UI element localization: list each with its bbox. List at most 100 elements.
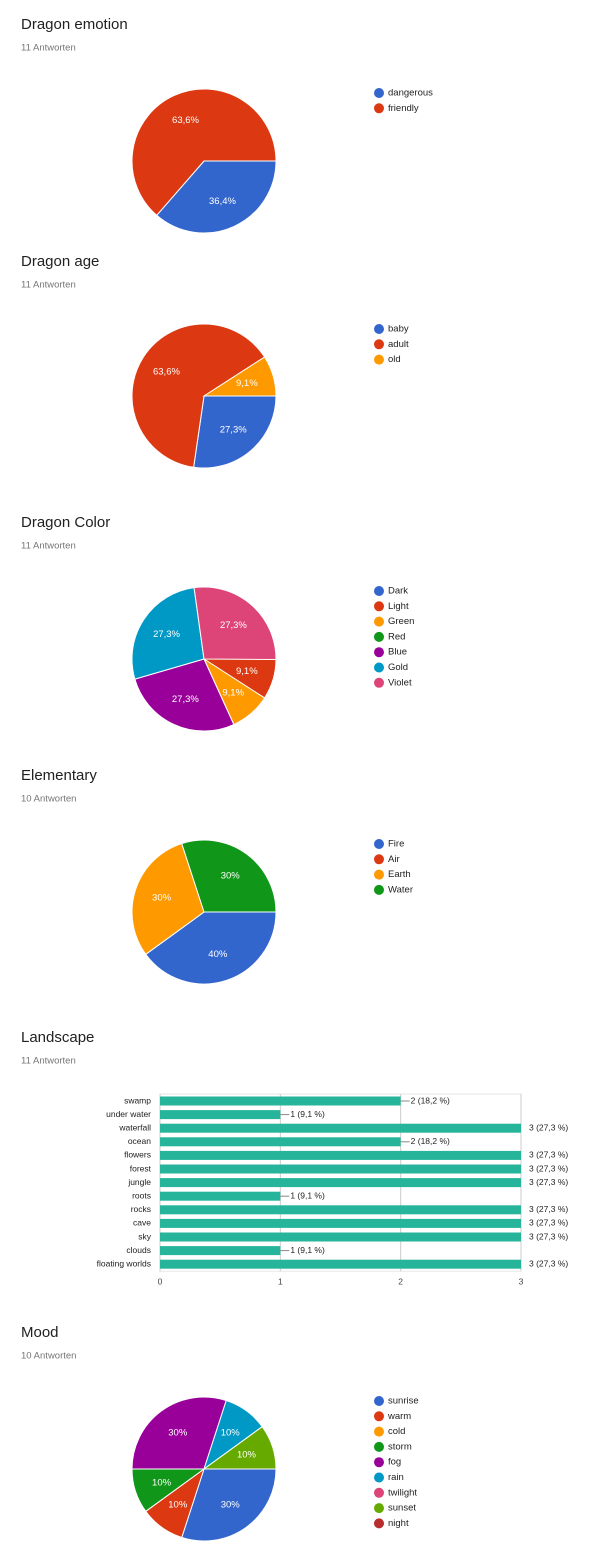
legend-label: fog <box>388 1457 401 1468</box>
legend-label: baby <box>388 324 409 335</box>
pie-slice <box>193 586 277 660</box>
legend-label: warm <box>387 1411 411 1422</box>
category-label: forest <box>130 1163 152 1173</box>
chart-title: Landscape <box>21 1029 94 1046</box>
legend-swatch <box>374 677 384 688</box>
legend-swatch <box>374 1487 384 1498</box>
chart-title: Dragon emotion <box>21 16 128 33</box>
category-label: clouds <box>126 1245 151 1255</box>
slice-label: 9,1% <box>236 378 258 389</box>
legend-label: twilight <box>388 1487 417 1498</box>
legend-swatch <box>374 616 384 627</box>
legend-label: night <box>388 1518 409 1529</box>
slice-label: 36,4% <box>209 196 236 207</box>
legend-swatch <box>374 103 384 114</box>
legend-label: Green <box>388 616 414 627</box>
legend-swatch <box>374 869 384 880</box>
legend-label: Blue <box>388 647 407 658</box>
slice-label: 9,1% <box>236 666 258 677</box>
pie-slice <box>181 839 277 913</box>
category-label: flowers <box>124 1150 151 1160</box>
legend-swatch <box>374 839 384 849</box>
slice-label: 40% <box>208 949 228 960</box>
legend-swatch <box>374 662 384 673</box>
category-label: jungle <box>127 1177 151 1187</box>
category-label: swamp <box>124 1095 151 1105</box>
value-label: 3 (27,3 %) <box>529 1258 568 1268</box>
legend-label: Dark <box>388 586 408 597</box>
x-tick-label: 2 <box>398 1276 403 1286</box>
legend-swatch <box>374 854 384 865</box>
response-count: 11 Antworten <box>21 1056 76 1067</box>
legend-label: Light <box>388 601 409 612</box>
legend-label: cold <box>388 1426 405 1437</box>
value-label: 1 (9,1 %) <box>290 1245 325 1255</box>
slice-label: 27,3% <box>220 620 247 631</box>
value-label: 2 (18,2 %) <box>411 1136 450 1146</box>
bar <box>160 1164 521 1174</box>
slice-label: 27,3% <box>153 629 180 640</box>
bar <box>160 1110 281 1120</box>
slice-label: 63,6% <box>153 366 180 377</box>
legend-label: sunset <box>388 1503 416 1514</box>
category-label: ocean <box>128 1136 151 1146</box>
legend-label: Air <box>388 854 400 865</box>
value-label: 3 (27,3 %) <box>529 1231 568 1241</box>
slice-label: 30% <box>168 1427 188 1438</box>
pie-slice <box>131 323 266 468</box>
value-label: 3 (27,3 %) <box>529 1218 568 1228</box>
value-label: 3 (27,3 %) <box>529 1122 568 1132</box>
chart-title: Dragon age <box>21 253 99 270</box>
bar <box>160 1205 521 1215</box>
value-label: 2 (18,2 %) <box>411 1095 450 1105</box>
x-tick-label: 0 <box>158 1276 163 1286</box>
legend-swatch <box>374 631 384 642</box>
legend-swatch <box>374 1426 384 1437</box>
slice-label: 27,3% <box>172 694 199 705</box>
legend-label: dangerous <box>388 88 433 99</box>
pie-slice <box>193 395 277 469</box>
bar <box>160 1123 521 1133</box>
bar <box>160 1137 401 1147</box>
pie-slice <box>202 356 277 397</box>
bar <box>160 1232 521 1242</box>
pie-slice <box>131 1396 227 1470</box>
legend-label: sunrise <box>388 1396 419 1407</box>
legend-label: Fire <box>388 839 404 850</box>
category-label: sky <box>138 1231 152 1241</box>
category-label: cave <box>133 1218 151 1228</box>
legend-label: Red <box>388 631 405 642</box>
bar <box>160 1218 521 1228</box>
value-label: 1 (9,1 %) <box>290 1190 325 1200</box>
slice-label: 9,1% <box>222 687 244 698</box>
bar <box>160 1259 521 1269</box>
value-label: 3 (27,3 %) <box>529 1150 568 1160</box>
legend-swatch <box>374 601 384 612</box>
legend-swatch <box>374 324 384 334</box>
value-label: 1 (9,1 %) <box>290 1109 325 1119</box>
chart-title: Elementary <box>21 767 97 784</box>
slice-label: 30% <box>221 870 241 881</box>
pie-slice <box>131 88 277 217</box>
pie-slice <box>134 658 235 732</box>
slice-label: 30% <box>152 893 172 904</box>
chart-title: Dragon Color <box>21 514 110 531</box>
response-count: 10 Antworten <box>21 794 76 805</box>
pie-slice <box>181 1468 277 1542</box>
legend-label: Earth <box>388 869 411 880</box>
pie-slice <box>145 911 277 985</box>
legend-label: old <box>388 354 401 365</box>
x-tick-label: 3 <box>519 1276 524 1286</box>
pie-slice <box>131 587 205 680</box>
bar <box>160 1096 401 1106</box>
slice-label: 63,6% <box>172 115 199 126</box>
legend-label: friendly <box>388 103 419 114</box>
category-label: rocks <box>131 1204 151 1214</box>
legend-swatch <box>374 586 384 596</box>
value-label: 3 (27,3 %) <box>529 1163 568 1173</box>
category-label: floating worlds <box>97 1258 151 1268</box>
response-count: 11 Antworten <box>21 280 76 291</box>
legend-swatch <box>374 1411 384 1422</box>
value-label: 3 (27,3 %) <box>529 1177 568 1187</box>
category-label: under water <box>106 1109 151 1119</box>
